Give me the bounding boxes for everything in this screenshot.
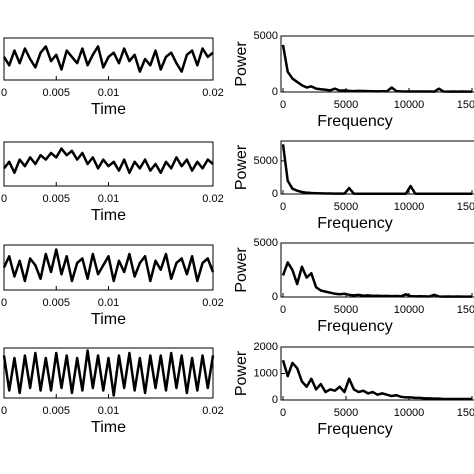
- x-tick-label: 0.01: [98, 297, 119, 309]
- data-line: [281, 261, 472, 298]
- x-tick-label: 0.01: [98, 87, 119, 99]
- x-axis-label: Time: [91, 419, 126, 436]
- y-tick-label: 2000: [254, 341, 278, 353]
- x-tick-label: 0: [1, 297, 7, 309]
- y-tick-label: 5000: [254, 237, 278, 249]
- y-axis-label: Power: [233, 144, 250, 190]
- x-tick-label: 0: [280, 201, 286, 213]
- y-tick-label: 0: [272, 394, 278, 406]
- x-tick-label: 5000: [334, 304, 358, 316]
- axes-frame: [280, 346, 474, 401]
- x-tick-label: 15000: [457, 304, 474, 316]
- x-tick-label: 0: [280, 99, 286, 111]
- y-axis-label: Power: [233, 350, 250, 396]
- x-tick-label: 10000: [394, 407, 425, 419]
- y-tick-label: 5000: [254, 155, 278, 167]
- axes-frame: [280, 140, 474, 195]
- data-line: [2, 248, 215, 283]
- x-tick-label: 0.02: [202, 405, 223, 417]
- x-tick-label: 0: [1, 193, 7, 205]
- x-axis-label: Frequency: [317, 113, 393, 130]
- x-axis-label: Time: [91, 311, 126, 328]
- axes-frame: [280, 35, 474, 93]
- data-line: [281, 44, 472, 93]
- y-tick-label: 0: [272, 291, 278, 303]
- data-line: [281, 144, 472, 195]
- x-tick-label: 5000: [334, 407, 358, 419]
- data-line: [2, 45, 214, 73]
- x-tick-label: 0.005: [42, 405, 70, 417]
- data-line: [3, 147, 214, 175]
- y-axis-label: Power: [233, 247, 250, 293]
- y-axis-label: Power: [233, 41, 250, 87]
- x-tick-label: 15000: [457, 407, 474, 419]
- x-tick-label: 15000: [457, 99, 474, 111]
- x-tick-label: 0.02: [202, 87, 223, 99]
- x-tick-label: 5000: [334, 99, 358, 111]
- x-tick-label: 0.005: [42, 297, 70, 309]
- x-axis-label: Frequency: [317, 421, 393, 438]
- x-tick-label: 0.005: [42, 87, 70, 99]
- x-axis-label: Frequency: [317, 318, 393, 335]
- x-tick-label: 10000: [394, 99, 425, 111]
- x-tick-label: 0.02: [202, 297, 223, 309]
- x-tick-label: 0: [1, 87, 7, 99]
- y-tick-label: 0: [272, 188, 278, 200]
- x-tick-label: 0.01: [98, 405, 119, 417]
- x-tick-label: 0: [1, 405, 7, 417]
- x-axis-label: Time: [91, 101, 126, 118]
- x-tick-label: 0.01: [98, 193, 119, 205]
- x-tick-label: 0: [280, 304, 286, 316]
- x-axis-label: Time: [91, 207, 126, 224]
- axes-frame: [280, 242, 474, 298]
- data-line: [2, 349, 215, 397]
- data-line: [281, 359, 472, 401]
- x-tick-label: 15000: [457, 201, 474, 213]
- y-tick-label: 1000: [254, 367, 278, 379]
- x-tick-label: 0.02: [202, 193, 223, 205]
- y-tick-label: 0: [272, 86, 278, 98]
- x-tick-label: 0.005: [42, 193, 70, 205]
- x-tick-label: 10000: [394, 201, 425, 213]
- y-tick-label: 5000: [254, 30, 278, 42]
- x-tick-label: 10000: [394, 304, 425, 316]
- x-tick-label: 0: [280, 407, 286, 419]
- x-axis-label: Frequency: [317, 215, 393, 232]
- x-tick-label: 5000: [334, 201, 358, 213]
